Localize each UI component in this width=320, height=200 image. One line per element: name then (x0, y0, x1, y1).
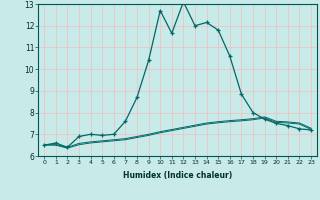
X-axis label: Humidex (Indice chaleur): Humidex (Indice chaleur) (123, 171, 232, 180)
